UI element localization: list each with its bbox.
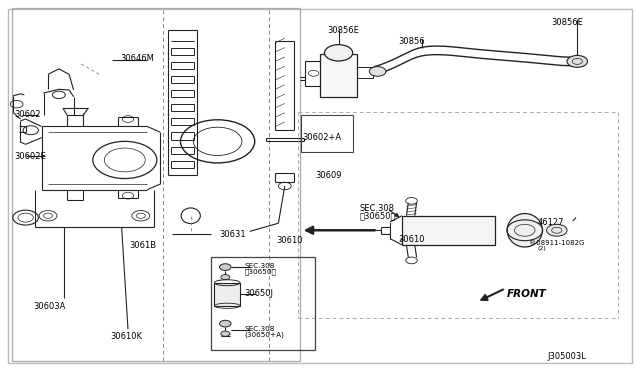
Circle shape: [220, 264, 231, 270]
Circle shape: [547, 224, 567, 236]
Bar: [301, 115, 353, 152]
Text: 30631: 30631: [219, 230, 246, 239]
Text: (2): (2): [538, 246, 547, 251]
Bar: [211, 257, 315, 350]
Circle shape: [324, 45, 353, 61]
Text: 30650J: 30650J: [244, 289, 273, 298]
Circle shape: [567, 55, 588, 67]
Text: 30610: 30610: [276, 236, 303, 245]
Bar: [357, 67, 373, 78]
Text: 30602+A: 30602+A: [302, 133, 341, 142]
Bar: [12, 8, 300, 361]
Text: 30610: 30610: [398, 235, 424, 244]
Text: 30856E: 30856E: [552, 18, 584, 27]
Text: 30609: 30609: [315, 171, 341, 180]
Bar: [402, 216, 495, 245]
Text: FRONT: FRONT: [507, 289, 547, 299]
Circle shape: [221, 275, 230, 280]
Text: 30602: 30602: [14, 110, 40, 119]
Text: 30603A: 30603A: [33, 302, 66, 311]
Circle shape: [221, 331, 230, 336]
Text: SEC.308: SEC.308: [360, 204, 395, 213]
Text: SEC.308: SEC.308: [244, 263, 275, 269]
Text: 30610K: 30610K: [110, 332, 142, 341]
Bar: [320, 54, 357, 97]
Text: 30856E: 30856E: [328, 26, 360, 35]
Bar: [214, 283, 240, 306]
Text: 30856: 30856: [398, 37, 425, 46]
Text: (30650+A): (30650+A): [244, 331, 284, 338]
Circle shape: [220, 320, 231, 327]
Text: ®08911-1082G: ®08911-1082G: [529, 240, 584, 246]
Bar: [305, 61, 323, 86]
Text: 3061B: 3061B: [129, 241, 156, 250]
Text: 46127: 46127: [538, 218, 564, 227]
Text: J305003L: J305003L: [547, 352, 586, 361]
Text: 30646M: 30646M: [120, 54, 154, 63]
Text: SEC.308: SEC.308: [244, 326, 275, 332]
Ellipse shape: [507, 214, 543, 247]
Text: 30602E: 30602E: [14, 152, 46, 161]
Text: 〰30650〱: 〰30650〱: [360, 211, 396, 220]
Circle shape: [369, 67, 386, 76]
Text: 〰30650〱: 〰30650〱: [244, 268, 276, 275]
